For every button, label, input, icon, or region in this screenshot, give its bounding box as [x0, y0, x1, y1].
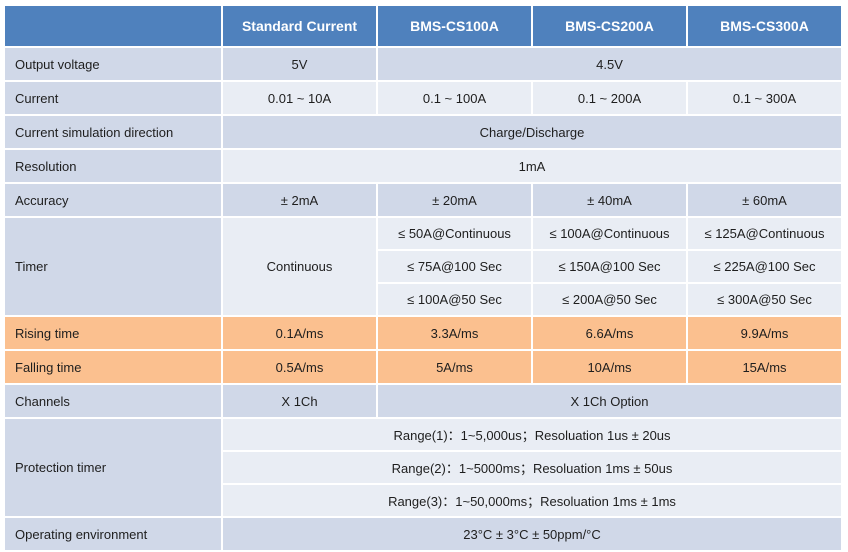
protection-range-2: Range(2)：1~5000ms；Resoluation 1ms ± 50us: [221, 450, 843, 485]
falling-cs300: 15A/ms: [686, 349, 843, 385]
row-label: Current: [3, 80, 223, 116]
row-label: Channels: [3, 383, 223, 419]
timer-cs200-3: ≤ 200A@50 Sec: [531, 282, 688, 317]
current-cs100: 0.1 ~ 100A: [376, 80, 533, 116]
rising-cs200: 6.6A/ms: [531, 315, 688, 351]
row-accuracy: Accuracy ± 2mA ± 20mA ± 40mA ± 60mA: [3, 182, 843, 218]
timer-cs100-1: ≤ 50A@Continuous: [376, 216, 533, 251]
channels-standard: X 1Ch: [221, 383, 378, 419]
row-label: Resolution: [3, 148, 223, 184]
row-label: Protection timer: [3, 417, 223, 518]
header-bms-cs300a: BMS-CS300A: [686, 4, 843, 48]
row-rising-time: Rising time 0.1A/ms 3.3A/ms 6.6A/ms 9.9A…: [3, 315, 843, 351]
timer-cs300-2: ≤ 225A@100 Sec: [686, 249, 843, 284]
row-label: Current simulation direction: [3, 114, 223, 150]
specification-table: Standard Current BMS-CS100A BMS-CS200A B…: [3, 4, 843, 552]
channels-bms: X 1Ch Option: [376, 383, 843, 419]
falling-cs100: 5A/ms: [376, 349, 533, 385]
header-standard-current: Standard Current: [221, 4, 378, 48]
timer-cs200-2: ≤ 150A@100 Sec: [531, 249, 688, 284]
row-timer-2: ≤ 75A@100 Sec ≤ 150A@100 Sec ≤ 225A@100 …: [4, 249, 843, 284]
output-voltage-bms: 4.5V: [376, 46, 843, 82]
rising-cs100: 3.3A/ms: [376, 315, 533, 351]
falling-cs200: 10A/ms: [531, 349, 688, 385]
accuracy-cs100: ± 20mA: [376, 182, 533, 218]
row-label: Operating environment: [3, 516, 223, 552]
header-bms-cs200a: BMS-CS200A: [531, 4, 688, 48]
row-label: Output voltage: [3, 46, 223, 82]
direction-value: Charge/Discharge: [221, 114, 843, 150]
timer-cs100-3: ≤ 100A@50 Sec: [376, 282, 533, 317]
accuracy-standard: ± 2mA: [221, 182, 378, 218]
timer-standard: Continuous: [221, 216, 378, 317]
protection-range-1: Range(1)：1~5,000us；Resoluation 1us ± 20u…: [221, 417, 843, 452]
row-protection-timer-2: Range(2)：1~5000ms；Resoluation 1ms ± 50us: [4, 450, 843, 485]
row-resolution: Resolution 1mA: [3, 148, 843, 184]
timer-cs300-3: ≤ 300A@50 Sec: [686, 282, 843, 317]
operating-environment-value: 23°C ± 3°C ± 50ppm/°C: [221, 516, 843, 552]
timer-cs300-1: ≤ 125A@Continuous: [686, 216, 843, 251]
row-direction: Current simulation direction Charge/Disc…: [3, 114, 843, 150]
current-cs200: 0.1 ~ 200A: [531, 80, 688, 116]
row-protection-timer: Protection timer Range(1)：1~5,000us；Reso…: [3, 417, 843, 518]
row-protection-timer-3: Range(3)：1~50,000ms；Resoluation 1ms ± 1m…: [4, 483, 843, 518]
row-label: Rising time: [3, 315, 223, 351]
row-label: Falling time: [3, 349, 223, 385]
header-bms-cs100a: BMS-CS100A: [376, 4, 533, 48]
resolution-value: 1mA: [221, 148, 843, 184]
row-output-voltage: Output voltage 5V 4.5V: [3, 46, 843, 82]
protection-range-3: Range(3)：1~50,000ms；Resoluation 1ms ± 1m…: [221, 483, 843, 518]
rising-standard: 0.1A/ms: [221, 315, 378, 351]
row-label: Timer: [3, 216, 223, 317]
accuracy-cs200: ± 40mA: [531, 182, 688, 218]
row-channels: Channels X 1Ch X 1Ch Option: [3, 383, 843, 419]
header-row: Standard Current BMS-CS100A BMS-CS200A B…: [3, 4, 843, 48]
spec-table-container: Standard Current BMS-CS100A BMS-CS200A B…: [3, 4, 843, 552]
accuracy-cs300: ± 60mA: [686, 182, 843, 218]
timer-cs100-2: ≤ 75A@100 Sec: [376, 249, 533, 284]
row-timer-3: ≤ 100A@50 Sec ≤ 200A@50 Sec ≤ 300A@50 Se…: [4, 282, 843, 317]
output-voltage-standard: 5V: [221, 46, 378, 82]
row-current: Current 0.01 ~ 10A 0.1 ~ 100A 0.1 ~ 200A…: [3, 80, 843, 116]
row-timer: Timer Continuous ≤ 50A@Continuous ≤ 100A…: [3, 216, 843, 317]
timer-cs200-1: ≤ 100A@Continuous: [531, 216, 688, 251]
current-cs300: 0.1 ~ 300A: [686, 80, 843, 116]
row-label: Accuracy: [3, 182, 223, 218]
current-standard: 0.01 ~ 10A: [221, 80, 378, 116]
rising-cs300: 9.9A/ms: [686, 315, 843, 351]
row-falling-time: Falling time 0.5A/ms 5A/ms 10A/ms 15A/ms: [3, 349, 843, 385]
falling-standard: 0.5A/ms: [221, 349, 378, 385]
header-corner-cell: [3, 4, 223, 48]
row-operating-environment: Operating environment 23°C ± 3°C ± 50ppm…: [3, 516, 843, 552]
